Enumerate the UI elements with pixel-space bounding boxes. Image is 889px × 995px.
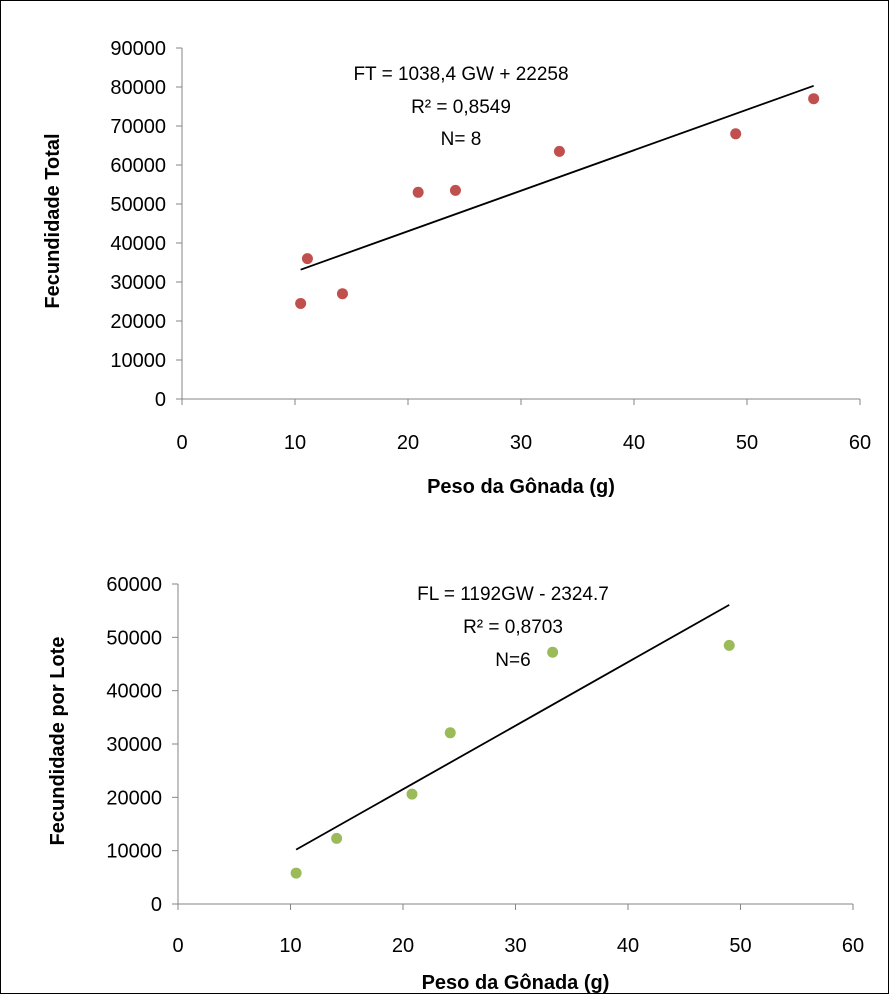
- x-tick-label: 30: [504, 935, 526, 957]
- y-tick-label: 50000: [106, 627, 162, 649]
- data-point: [331, 832, 343, 844]
- equation-label: FT = 1038,4 GW + 22258: [353, 64, 568, 85]
- y-tick-label: 60000: [106, 574, 162, 596]
- y-axis-title: Fecundidade Total: [42, 133, 64, 308]
- x-tick-label: 40: [623, 432, 645, 454]
- chart-total-fecundity: 0 10000 20000 30000 40000 50000 60000 70000 8000…: [42, 38, 871, 498]
- x-tick-label: 50: [736, 432, 758, 454]
- x-tick-label: 60: [842, 935, 864, 957]
- x-tick-label: 10: [284, 432, 306, 454]
- y-tick-label: 20000: [110, 311, 166, 333]
- y-tick-label: 20000: [106, 787, 162, 809]
- equation-label: N= 8: [441, 129, 482, 150]
- data-point: [336, 288, 348, 300]
- y-tick-label: 80000: [110, 77, 166, 99]
- x-axis-title: Peso da Gônada (g): [427, 476, 615, 498]
- y-axis-title: Fecundidade por Lote: [47, 637, 69, 846]
- y-tick-label: 60000: [110, 155, 166, 177]
- y-tick-label: 0: [155, 389, 166, 411]
- data-point: [406, 788, 418, 800]
- data-point: [808, 93, 820, 105]
- x-tick-label: 0: [176, 432, 187, 454]
- x-tick-label: 10: [279, 935, 301, 957]
- data-point: [723, 639, 735, 651]
- y-tick-label: 10000: [110, 350, 166, 372]
- data-point: [553, 145, 565, 157]
- y-tick-label: 90000: [110, 38, 166, 60]
- y-tick-label: 40000: [110, 233, 166, 255]
- trendline: [300, 84, 814, 271]
- data-point: [449, 184, 461, 196]
- data-point: [444, 727, 456, 739]
- data-point: [412, 186, 424, 198]
- trendline: [295, 604, 730, 851]
- y-tick-label: 40000: [106, 681, 162, 703]
- x-tick-label: 0: [172, 935, 183, 957]
- y-tick-label: 50000: [110, 194, 166, 216]
- data-point: [547, 646, 559, 658]
- chart-batch-fecundity: 0 10000 20000 30000 40000 50000 60000 0 10 20 30 40…: [47, 574, 864, 994]
- equation-label: FL = 1192GW - 2324.7: [417, 584, 609, 605]
- y-tick-label: 0: [151, 894, 162, 916]
- data-point: [730, 128, 742, 140]
- x-tick-label: 30: [510, 432, 532, 454]
- equation-label: R² = 0,8703: [463, 617, 563, 638]
- equation-label: R² = 0,8549: [411, 97, 511, 118]
- x-tick-label: 20: [392, 935, 414, 957]
- x-tick-label: 40: [617, 935, 639, 957]
- x-tick-label: 60: [849, 432, 871, 454]
- y-tick-label: 30000: [106, 734, 162, 756]
- x-tick-label: 20: [397, 432, 419, 454]
- y-tick-label: 30000: [110, 272, 166, 294]
- equation-label: N=6: [495, 650, 530, 671]
- data-point: [290, 867, 302, 879]
- x-axis-title: Peso da Gônada (g): [422, 972, 610, 994]
- y-tick-label: 70000: [110, 116, 166, 138]
- x-tick-label: 50: [729, 935, 751, 957]
- data-point: [301, 253, 313, 265]
- y-tick-label: 10000: [106, 841, 162, 863]
- data-point: [295, 297, 307, 309]
